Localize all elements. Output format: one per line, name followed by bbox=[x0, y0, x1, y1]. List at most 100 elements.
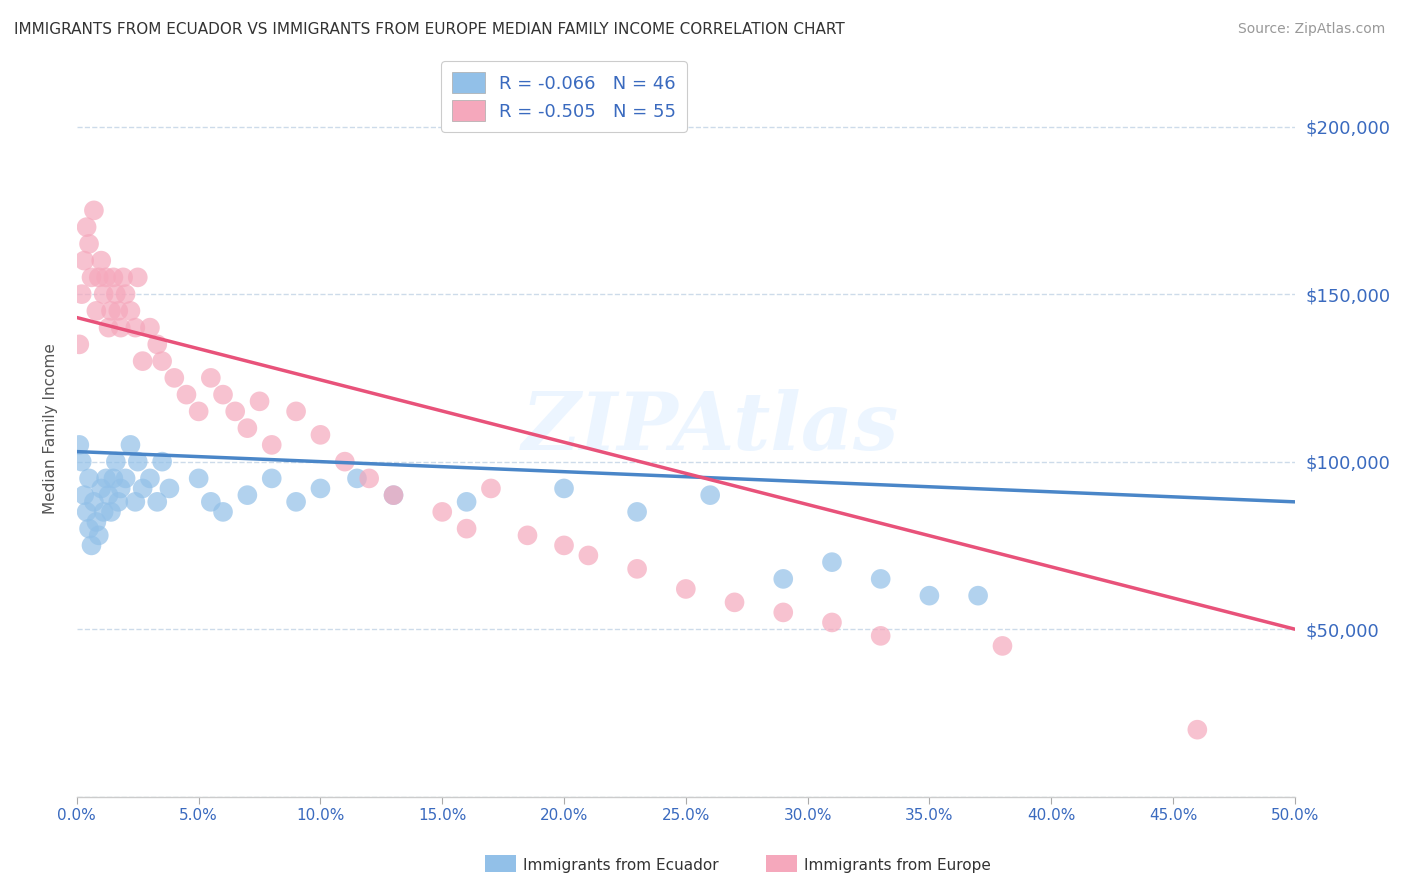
Point bbox=[80, 270, 103, 285]
Point bbox=[124, 320, 146, 334]
Point bbox=[553, 538, 575, 552]
Point bbox=[382, 488, 405, 502]
Point bbox=[146, 337, 169, 351]
Point bbox=[104, 287, 127, 301]
Point bbox=[139, 471, 162, 485]
Point bbox=[127, 455, 149, 469]
Point bbox=[249, 394, 271, 409]
Point bbox=[150, 354, 173, 368]
Point bbox=[67, 438, 90, 452]
Point bbox=[200, 371, 222, 385]
Point bbox=[918, 589, 941, 603]
Point bbox=[77, 471, 100, 485]
Point bbox=[73, 488, 96, 502]
Point bbox=[127, 270, 149, 285]
Point bbox=[77, 236, 100, 251]
Point bbox=[516, 528, 538, 542]
Point bbox=[236, 488, 259, 502]
Point bbox=[723, 595, 745, 609]
Point bbox=[94, 270, 117, 285]
Point bbox=[76, 220, 98, 235]
Point bbox=[869, 572, 891, 586]
Point bbox=[176, 387, 198, 401]
Point bbox=[112, 270, 135, 285]
Point bbox=[967, 589, 990, 603]
Point bbox=[87, 270, 110, 285]
Point bbox=[110, 320, 132, 334]
Point bbox=[456, 522, 478, 536]
Point bbox=[200, 495, 222, 509]
Point bbox=[675, 582, 697, 596]
Point bbox=[553, 482, 575, 496]
Point bbox=[100, 505, 122, 519]
Point bbox=[97, 488, 120, 502]
Point bbox=[626, 505, 648, 519]
Point bbox=[699, 488, 721, 502]
Point bbox=[100, 304, 122, 318]
Point bbox=[90, 482, 112, 496]
Point bbox=[150, 455, 173, 469]
Point bbox=[260, 438, 283, 452]
Point bbox=[124, 495, 146, 509]
Point bbox=[382, 488, 405, 502]
Point bbox=[333, 455, 356, 469]
Point bbox=[77, 522, 100, 536]
Legend: R = -0.066   N = 46, R = -0.505   N = 55: R = -0.066 N = 46, R = -0.505 N = 55 bbox=[441, 62, 688, 132]
Point bbox=[103, 471, 125, 485]
Point bbox=[83, 495, 105, 509]
Point bbox=[67, 337, 90, 351]
Text: IMMIGRANTS FROM ECUADOR VS IMMIGRANTS FROM EUROPE MEDIAN FAMILY INCOME CORRELATI: IMMIGRANTS FROM ECUADOR VS IMMIGRANTS FR… bbox=[14, 22, 845, 37]
Point bbox=[869, 629, 891, 643]
Point bbox=[346, 471, 368, 485]
Text: Immigrants from Ecuador: Immigrants from Ecuador bbox=[523, 858, 718, 872]
Point bbox=[212, 505, 235, 519]
Point bbox=[285, 404, 308, 418]
Point bbox=[120, 304, 142, 318]
Point bbox=[107, 304, 129, 318]
Point bbox=[70, 455, 93, 469]
Text: Source: ZipAtlas.com: Source: ZipAtlas.com bbox=[1237, 22, 1385, 37]
Text: ZIPAtlas: ZIPAtlas bbox=[522, 390, 898, 467]
Point bbox=[93, 505, 115, 519]
Point bbox=[94, 471, 117, 485]
Point bbox=[309, 482, 332, 496]
Point bbox=[114, 287, 136, 301]
Point bbox=[772, 606, 794, 620]
Point bbox=[1187, 723, 1209, 737]
Point bbox=[626, 562, 648, 576]
Y-axis label: Median Family Income: Median Family Income bbox=[44, 343, 58, 514]
Point bbox=[83, 203, 105, 218]
Point bbox=[576, 549, 599, 563]
Point bbox=[159, 482, 181, 496]
Point bbox=[309, 427, 332, 442]
Point bbox=[212, 387, 235, 401]
Point bbox=[821, 555, 844, 569]
Point bbox=[76, 505, 98, 519]
Point bbox=[821, 615, 844, 630]
Point bbox=[991, 639, 1014, 653]
Point bbox=[86, 515, 108, 529]
Point bbox=[187, 471, 209, 485]
Point bbox=[90, 253, 112, 268]
Point bbox=[97, 320, 120, 334]
Point bbox=[772, 572, 794, 586]
Point bbox=[110, 482, 132, 496]
Point bbox=[73, 253, 96, 268]
Point bbox=[146, 495, 169, 509]
Point bbox=[87, 528, 110, 542]
Point bbox=[120, 438, 142, 452]
Point bbox=[114, 471, 136, 485]
Point bbox=[432, 505, 454, 519]
Point bbox=[456, 495, 478, 509]
Point bbox=[107, 495, 129, 509]
Point bbox=[224, 404, 246, 418]
Point bbox=[103, 270, 125, 285]
Point bbox=[479, 482, 502, 496]
Point bbox=[80, 538, 103, 552]
Point bbox=[163, 371, 186, 385]
Point bbox=[131, 354, 153, 368]
Point bbox=[86, 304, 108, 318]
Point bbox=[359, 471, 381, 485]
Point bbox=[104, 455, 127, 469]
Point bbox=[260, 471, 283, 485]
